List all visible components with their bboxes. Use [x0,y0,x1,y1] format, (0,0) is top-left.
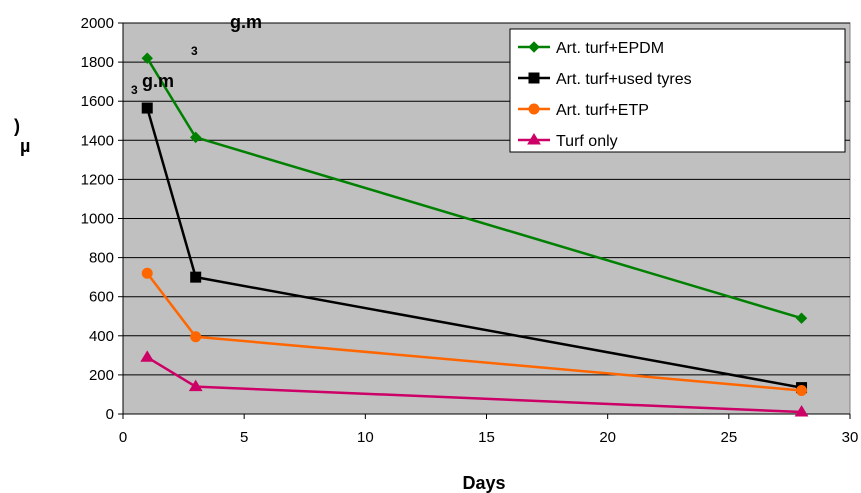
y-tick-label: 600 [89,289,114,306]
legend-item: Art. turf+EPDM [518,40,664,57]
data-point [796,385,808,397]
legend-item: Turf only [518,133,618,150]
x-tick-labels: 0 5 10 15 20 25 30 [119,429,859,446]
y-tick-label: 800 [89,250,114,267]
legend-label: Art. turf+EPDM [556,40,664,57]
annotation-unit-top: g.m 3 [191,12,262,58]
legend-label: Art. turf+used tyres [556,71,692,88]
legend-marker [528,72,540,84]
data-point [795,312,808,324]
data-point [794,405,809,417]
x-tick-label: 20 [599,429,616,446]
x-tick-label: 25 [720,429,737,446]
x-tick-label: 5 [240,429,248,446]
y-tick-label: 2000 [81,15,114,32]
y-tick-label: 200 [89,367,114,384]
legend-marker [527,133,541,145]
data-point [140,350,155,362]
y-tick-label: 1800 [81,54,114,71]
y-tick-label: 400 [89,328,114,345]
x-tick-label: 30 [842,429,859,446]
x-tick-label: 10 [357,429,374,446]
svg-text:3: 3 [191,44,198,58]
data-point [188,379,203,392]
series-4 [140,350,809,417]
x-tick-label: 0 [119,429,127,446]
legend-item: Art. turf+ETP [518,102,649,119]
y-tick-labels: 0 200 400 600 800 1000 1200 1400 1600 1800 2000 [81,15,114,423]
legend-box [509,28,846,153]
x-axis-title: Days [462,473,505,493]
axes [118,22,851,419]
data-point [141,267,153,279]
legend-item: Art. turf+used tyres [518,71,692,88]
y-tick-label: 0 [106,406,114,423]
legend-label: Turf only [556,133,618,150]
y-tick-label: 1000 [81,211,114,228]
y-tick-label: 1400 [81,132,114,149]
y-tick-label: 1600 [81,93,114,110]
legend: Art. turf+EPDM Art. turf+used tyres Art. t… [509,28,846,153]
y-axis-title-fragment-paren: ) [14,116,20,136]
data-point [141,52,153,64]
svg-text:3: 3 [131,83,138,97]
series-layer [140,52,809,417]
data-point [141,102,153,114]
x-tick-label: 15 [478,429,495,446]
data-point [190,271,202,283]
data-point [190,331,202,343]
svg-text:g.m: g.m [230,12,262,32]
y-axis-title-fragment-mu: µ [20,136,30,156]
data-point [189,131,202,144]
legend-marker [528,41,540,53]
series-1 [141,52,808,324]
svg-text:g.m: g.m [142,71,174,91]
y-tick-label: 1200 [81,171,114,188]
legend-marker [528,103,540,115]
annotation-unit-left: g.m 3 [131,71,174,97]
legend-label: Art. turf+ETP [556,102,649,119]
series-3 [141,267,808,397]
